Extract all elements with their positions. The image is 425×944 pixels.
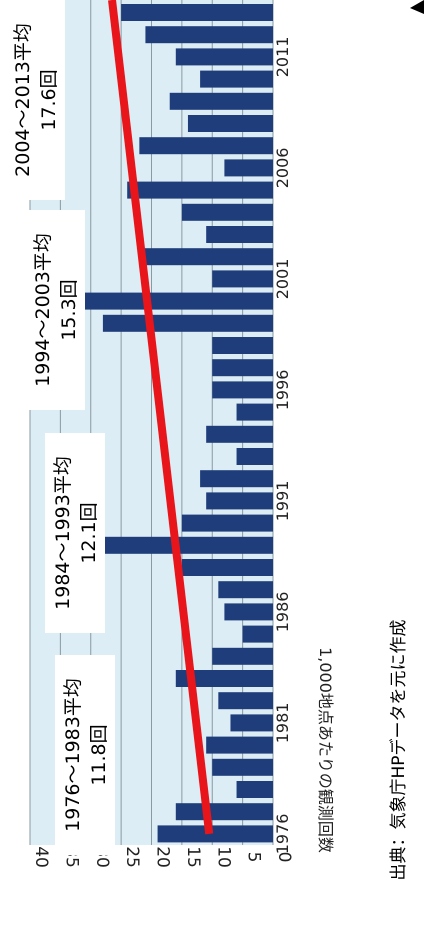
bar-1999 [102, 314, 274, 332]
bar-1985 [242, 625, 273, 643]
bar-1997 [212, 359, 273, 377]
bar-1991 [206, 492, 273, 510]
annotation-value: 17.6回 [38, 69, 60, 130]
year-label-2006: 2006 [273, 148, 292, 189]
bar-1980 [206, 736, 273, 754]
source-note: 出典：気象庁HPデータを元に作成 [388, 619, 409, 880]
bar-1988 [181, 559, 273, 576]
bar-1983 [175, 670, 273, 687]
bar-1990 [181, 514, 273, 532]
annotation-period: 1994～2003平均 [32, 233, 54, 387]
average-annotations: 1976～1983平均 11.8回 1984～1993平均 12.1回 1994～200… [5, 0, 115, 855]
y-tick-25: 25 [122, 846, 142, 868]
annotation-box [45, 433, 105, 633]
bar-1994 [206, 425, 273, 443]
trend-line [108, 0, 214, 835]
year-label-2011: 2011 [273, 37, 292, 78]
bar-1995 [236, 403, 273, 421]
year-label-2001: 2001 [273, 259, 292, 300]
y-tick-5: 5 [244, 852, 264, 863]
y-tick-20: 20 [153, 846, 173, 868]
bar-1981 [230, 714, 273, 732]
bar-2013 [121, 4, 273, 21]
bar-1989 [96, 536, 273, 554]
bar-2000 [84, 292, 273, 310]
year-label-1991: 1991 [273, 481, 292, 522]
x-tick-labels: 1976 1981 1986 1991 1996 2001 2006 2011 [273, 37, 292, 855]
y-tick-40: 40 [31, 846, 51, 868]
bar-1979 [212, 758, 273, 776]
annotation-1: 1976～1983平均 11.8回 [55, 655, 115, 855]
corner-mark [410, 0, 424, 14]
bar-1976 [157, 825, 273, 843]
annotation-period: 1976～1983平均 [62, 678, 84, 832]
y-tick-15: 15 [183, 846, 203, 868]
bar-1998 [212, 337, 273, 354]
bar-1992 [200, 470, 273, 488]
bar-1987 [218, 581, 273, 599]
bar-1993 [236, 448, 273, 465]
year-label-1981: 1981 [273, 703, 292, 744]
bar-2010 [200, 70, 273, 88]
bar-1996 [212, 381, 273, 399]
bar-2003 [206, 226, 273, 243]
bar-2005 [127, 181, 273, 199]
y-axis-label: 1,000地点あたりの観測回数 [316, 647, 335, 853]
y-tick-10: 10 [213, 846, 233, 868]
annotation-3: 1994～2003平均 15.3回 [25, 210, 85, 410]
year-label-1996: 1996 [273, 370, 292, 411]
year-label-1976: 1976 [273, 814, 292, 855]
bar-1978 [236, 781, 273, 798]
bar-2004 [181, 203, 273, 221]
annotation-4: 2004～2013平均 17.6回 [5, 0, 65, 200]
bar-2011 [175, 48, 273, 66]
annotation-period: 1984～1993平均 [52, 456, 74, 610]
bar-series [84, 4, 274, 843]
bar-2008 [187, 115, 273, 132]
annotation-value: 11.8回 [88, 724, 110, 785]
bar-2001 [212, 270, 273, 288]
annotation-value: 15.3回 [58, 279, 80, 340]
year-label-1986: 1986 [273, 592, 292, 633]
bar-2006 [224, 159, 273, 177]
annotation-box [55, 655, 115, 855]
bar-2012 [145, 26, 273, 44]
annotation-box [25, 210, 85, 410]
bar-1982 [218, 692, 273, 710]
y-tick-0: 0 [274, 852, 294, 863]
bar-2009 [169, 92, 273, 110]
annotation-value: 12.1回 [78, 502, 100, 563]
annotation-period: 2004～2013平均 [12, 23, 34, 177]
annotation-2: 1984～1993平均 12.1回 [45, 433, 105, 633]
bar-2002 [139, 248, 273, 266]
bar-1986 [224, 603, 273, 621]
bar-1977 [175, 803, 273, 821]
annotation-box [5, 0, 65, 200]
bar-2007 [139, 137, 273, 155]
bar-1984 [212, 647, 273, 665]
